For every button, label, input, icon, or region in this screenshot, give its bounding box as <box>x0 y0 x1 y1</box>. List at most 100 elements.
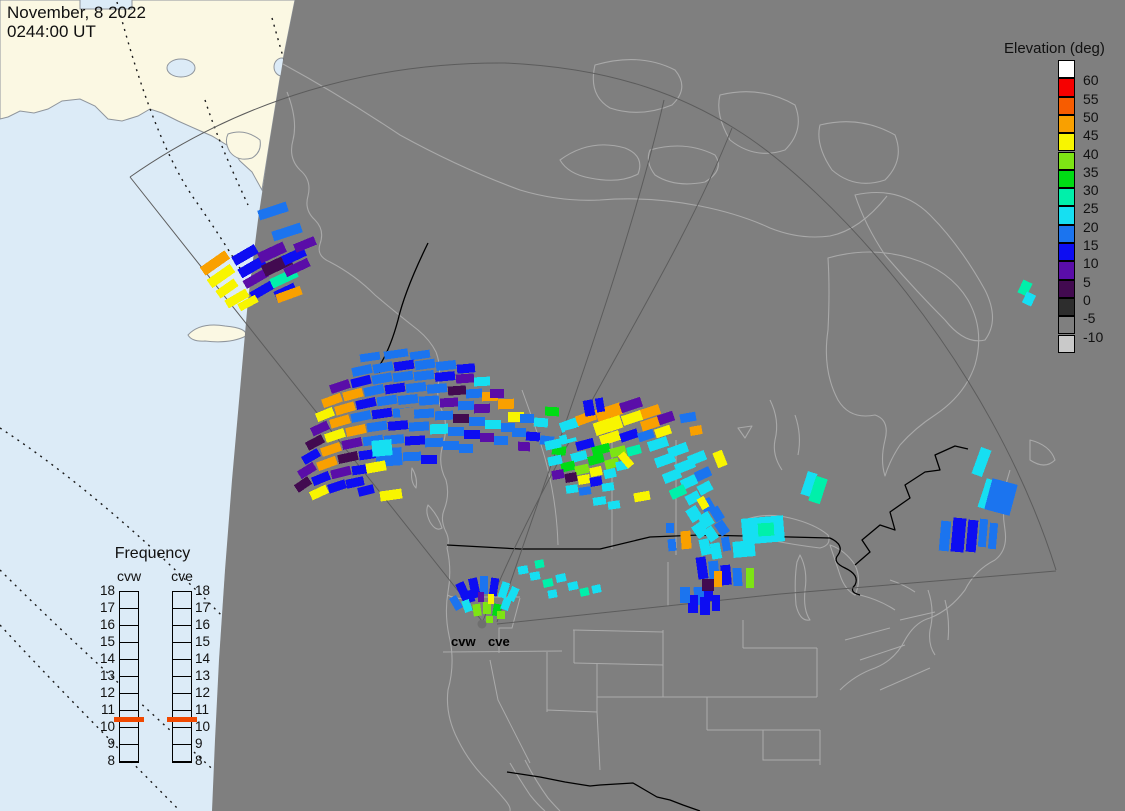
legend-color-box <box>1058 169 1075 189</box>
elevation-data-cell <box>808 475 828 505</box>
elevation-data-cell <box>324 428 346 443</box>
elevation-data-cell <box>506 585 520 603</box>
elevation-data-cell <box>633 490 651 503</box>
elevation-data-cell <box>661 467 683 485</box>
elevation-data-cell <box>575 437 595 452</box>
elevation-data-cell <box>598 430 622 446</box>
elevation-data-cell <box>700 597 710 615</box>
elevation-data-cell <box>393 359 415 372</box>
elevation-data-cell <box>680 587 690 603</box>
elevation-data-cell <box>637 428 655 443</box>
elevation-data-cell <box>363 384 385 397</box>
frequency-tick-label: 15 <box>195 634 211 649</box>
elevation-data-cell <box>501 423 515 432</box>
elevation-data-cell <box>327 479 347 494</box>
elevation-data-cell <box>413 408 435 419</box>
elevation-data-cell <box>457 400 475 411</box>
elevation-data-cell <box>421 455 437 464</box>
frequency-scale-cell <box>120 677 138 694</box>
elevation-data-cell <box>402 451 422 462</box>
elevation-data-cell <box>517 565 529 575</box>
legend-color-box <box>1058 151 1075 170</box>
frequency-scale-cell <box>120 643 138 660</box>
elevation-data-cell <box>321 392 343 409</box>
elevation-data-cell <box>330 465 352 480</box>
elevation-data-cell <box>547 589 558 599</box>
fov-right-edge <box>496 570 1057 625</box>
elevation-data-cell <box>345 424 367 437</box>
elevation-data-cell <box>376 394 398 407</box>
elevation-data-cell <box>447 385 467 396</box>
elevation-data-cell <box>712 595 720 611</box>
elevation-data-cell <box>757 522 775 537</box>
timestamp-time: 0244:00 UT <box>7 22 96 41</box>
frequency-scale-cell <box>120 626 138 643</box>
elevation-data-cell <box>666 523 674 533</box>
elevation-data-cell <box>695 556 709 580</box>
elevation-data-cell <box>473 376 491 387</box>
elevation-data-cell <box>525 431 541 442</box>
elevation-data-cell <box>555 573 567 583</box>
legend-tick-label: 45 <box>1083 127 1099 144</box>
elevation-data-cell <box>237 255 267 279</box>
elevation-data-cell <box>351 364 373 377</box>
elevation-data-cell <box>429 423 449 435</box>
elevation-data-cell <box>199 250 231 276</box>
elevation-data-cell <box>500 596 512 612</box>
elevation-data-cell <box>646 436 670 452</box>
elevation-data-cell <box>702 525 720 543</box>
elevation-data-cell <box>206 263 236 289</box>
legend-tick-label: 10 <box>1083 255 1099 272</box>
elevation-data-cell <box>494 436 508 445</box>
elevation-data-cell <box>392 370 414 383</box>
elevation-data-cell <box>544 406 560 417</box>
elevation-data-cell <box>469 417 485 426</box>
elevation-data-cell <box>594 402 624 422</box>
frequency-scale-cell <box>173 745 191 762</box>
frequency-column <box>114 591 144 763</box>
frequency-tick-label: 17 <box>195 600 211 615</box>
legend-tick-label: 60 <box>1083 72 1099 89</box>
legend-color-box <box>1058 188 1075 207</box>
legend-color-box <box>1058 334 1075 353</box>
legend-color-box <box>1058 133 1075 152</box>
elevation-data-cell <box>565 427 579 440</box>
elevation-data-cell <box>320 442 342 457</box>
frequency-scale-cell <box>173 728 191 745</box>
elevation-data-cell <box>488 577 500 597</box>
elevation-data-cell <box>950 517 967 553</box>
frequency-tick-label: 18 <box>195 583 211 598</box>
elevation-data-cell <box>242 268 270 289</box>
frequency-scale-cell <box>173 694 191 711</box>
elevation-data-cell <box>558 417 580 433</box>
elevation-data-cell <box>439 397 459 408</box>
elevation-data-cell <box>688 595 698 613</box>
elevation-data-cell <box>293 236 317 253</box>
frequency-tick-label: 16 <box>99 617 115 632</box>
legend-tick-label: 40 <box>1083 145 1099 162</box>
elevation-data-cell <box>587 453 605 466</box>
elevation-data-cell <box>413 369 435 382</box>
radar-label-cve: cve <box>488 634 510 649</box>
elevation-data-cell <box>1021 291 1037 307</box>
legend-tick-label: -10 <box>1083 328 1104 345</box>
elevation-data-cell <box>434 410 454 421</box>
radar-label-cvw: cvw <box>451 634 476 649</box>
elevation-data-cell <box>304 434 326 451</box>
frequency-tick-label: 11 <box>100 702 115 717</box>
frequency-scale-cell <box>173 677 191 694</box>
frequency-tick-label: 8 <box>107 753 115 768</box>
frequency-scale-cell <box>120 609 138 626</box>
elevation-data-cell <box>329 379 351 394</box>
elevation-data-cell <box>399 407 415 418</box>
elevation-data-cell <box>489 388 505 399</box>
elevation-data-cell <box>350 410 372 423</box>
elevation-data-cell <box>365 460 387 474</box>
elevation-data-cell <box>448 427 464 436</box>
data-cells <box>199 201 1037 623</box>
coastlines <box>282 59 1056 811</box>
elevation-data-cell <box>604 457 620 470</box>
legend-tick-label: 30 <box>1083 182 1099 199</box>
elevation-data-cell <box>384 382 406 395</box>
elevation-data-cell <box>547 454 563 467</box>
